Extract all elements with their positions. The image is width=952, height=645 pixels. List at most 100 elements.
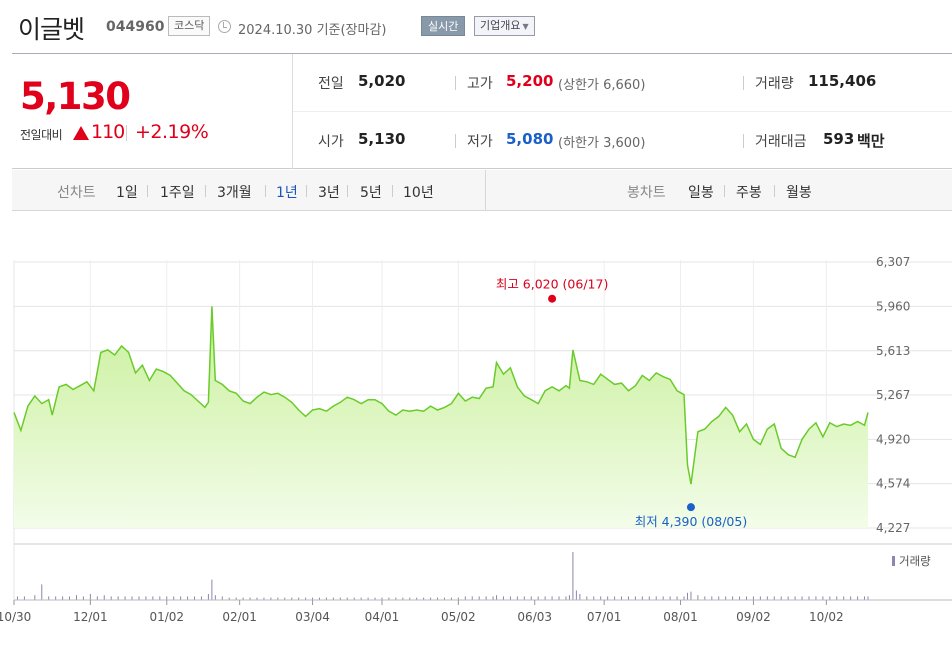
volume-label: 거래량: [755, 76, 794, 92]
low-label: 저가: [467, 134, 493, 150]
volume-bar: [492, 596, 494, 600]
lower-limit-close: ): [640, 136, 646, 151]
volume-bar: [801, 596, 803, 600]
volume-bar: [683, 596, 685, 600]
volume-bar: [732, 596, 734, 600]
volume-bar: [228, 597, 230, 600]
period-separator: [205, 185, 206, 197]
toolbar-divider: [485, 170, 486, 211]
volume-bar: [641, 596, 643, 600]
x-tick-label: 10/02: [809, 610, 844, 624]
candle-tab-0[interactable]: 일봉: [688, 185, 714, 201]
volume-bar: [485, 596, 487, 600]
realtime-button[interactable]: 실시간: [421, 16, 466, 36]
y-tick-label: 4,574: [876, 477, 910, 491]
y-tick-label: 4,227: [876, 521, 910, 535]
column-separator: [455, 76, 456, 90]
volume-bar: [235, 597, 237, 600]
low-value: 5,080: [506, 130, 554, 148]
volume-bar: [725, 596, 727, 600]
volume-value: 115,406: [808, 72, 877, 90]
prev-close-label: 전일: [318, 76, 344, 92]
amount-unit: 백만: [857, 132, 885, 150]
chevron-down-icon: ▼: [522, 22, 529, 31]
company-overview-button[interactable]: 기업개요 ▼: [474, 16, 535, 36]
date-text: 2024.10.30 기준(장마감): [238, 23, 387, 38]
upper-limit: (상한가 6,660): [558, 74, 645, 93]
volume-bar: [718, 596, 720, 600]
candle-tab-1[interactable]: 주봉: [736, 185, 762, 201]
volume-bar: [332, 597, 334, 600]
volume-bar: [614, 596, 616, 600]
current-price: 5,130: [20, 75, 131, 118]
volume-bar: [530, 596, 532, 600]
period-tab-2[interactable]: 3개월: [217, 185, 252, 201]
volume-bar: [325, 597, 327, 600]
volume-bar: [690, 591, 692, 600]
lower-limit-label: (하한가: [558, 136, 599, 151]
period-tab-4[interactable]: 3년: [318, 185, 340, 201]
volume-bar: [159, 596, 161, 600]
volume-bar: [697, 595, 699, 600]
candle-tab-2[interactable]: 월봉: [786, 185, 812, 201]
stock-name: 이글벳: [18, 15, 85, 44]
volume-bar: [575, 590, 577, 600]
volume-bar: [815, 596, 817, 600]
volume-bar: [523, 596, 525, 600]
volume-bar: [457, 597, 459, 600]
volume-bar: [544, 596, 546, 600]
volume-bar: [82, 596, 84, 600]
column-separator: [455, 134, 456, 148]
volume-bar: [103, 595, 105, 600]
candle-separator: [774, 185, 775, 197]
x-tick-label: 07/01: [587, 610, 622, 624]
volume-bar: [367, 597, 369, 600]
period-tab-0[interactable]: 1일: [116, 185, 138, 201]
volume-bar: [430, 597, 432, 600]
x-tick-label: 05/02: [441, 610, 476, 624]
amount-label: 거래대금: [755, 134, 807, 150]
period-separator: [265, 185, 266, 197]
low-annotation: 최저 4,390 (08/05): [635, 514, 748, 529]
chart-toolbar: [12, 170, 952, 211]
volume-bar: [75, 595, 77, 600]
market-badge: 코스닥: [168, 16, 211, 36]
volume-bar: [794, 596, 796, 600]
lower-limit: (하한가 3,600): [558, 132, 645, 151]
volume-bar: [23, 596, 25, 600]
volume-bar: [173, 596, 175, 600]
high-value: 5,200: [506, 72, 554, 90]
period-tab-5[interactable]: 5년: [360, 185, 382, 201]
volume-bar: [242, 597, 244, 600]
period-tab-6[interactable]: 10년: [403, 185, 434, 201]
volume-bar: [339, 597, 341, 600]
volume-bar: [745, 596, 747, 600]
company-overview-label: 기업개요: [480, 19, 521, 32]
volume-bar: [291, 597, 293, 600]
volume-bar: [211, 579, 213, 600]
volume-bar: [627, 596, 629, 600]
volume-bar: [864, 596, 866, 600]
volume-bar: [180, 596, 182, 600]
volume-bar: [145, 596, 147, 600]
volume-bar: [388, 597, 390, 600]
summary-box: [12, 53, 952, 169]
volume-bar: [648, 596, 650, 600]
x-tick-label: 12/01: [73, 610, 108, 624]
upper-limit-value: 6,660: [603, 78, 641, 93]
x-tick-label: 01/02: [149, 610, 184, 624]
x-tick-label: 06/03: [517, 610, 552, 624]
volume-bar: [600, 596, 602, 600]
volume-bar: [152, 596, 154, 600]
amount-value: 593: [823, 130, 855, 148]
price-panel: [12, 54, 293, 169]
period-tab-1[interactable]: 1주일: [160, 185, 195, 201]
volume-bar: [836, 596, 838, 600]
volume-bar: [62, 596, 64, 600]
volume-bar: [187, 596, 189, 600]
upper-limit-label: (상한가: [558, 78, 599, 93]
prev-close-value: 5,020: [358, 72, 406, 90]
volume-bar: [138, 596, 140, 600]
period-tab-3[interactable]: 1년: [276, 185, 298, 201]
volume-bar: [711, 596, 713, 600]
